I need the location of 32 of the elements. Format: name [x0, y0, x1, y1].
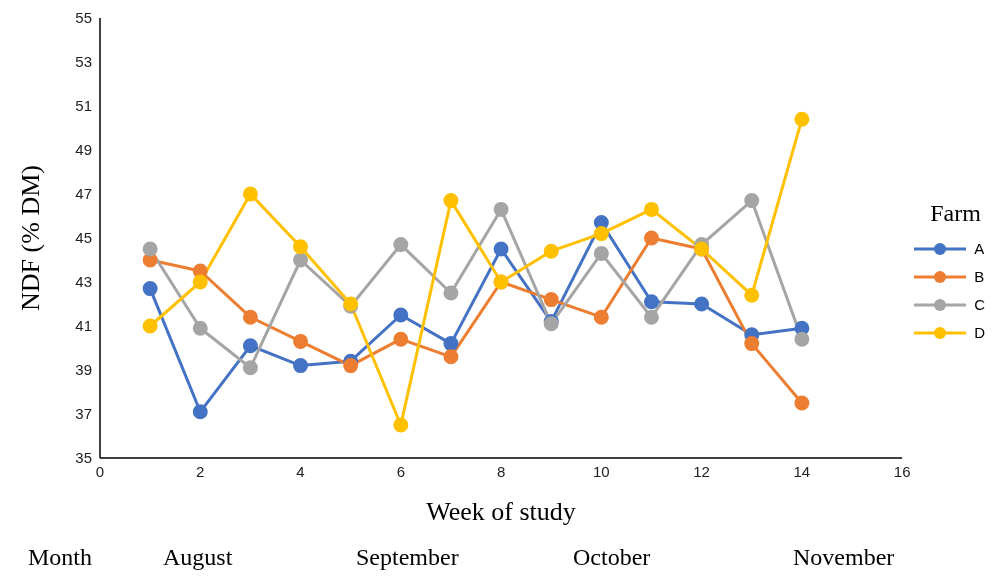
x-tick-label: 0 — [95, 462, 105, 480]
legend-title: Farm — [930, 199, 982, 227]
x-tick-label: 8 — [496, 462, 506, 480]
y-tick-label: 51 — [75, 97, 92, 115]
y-tick-label: 47 — [75, 185, 92, 203]
text: September — [356, 544, 459, 571]
legend-label: D — [974, 324, 985, 341]
y-tick-label: 53 — [75, 53, 92, 71]
legend-label: A — [974, 240, 985, 257]
y-tick-label: 37 — [75, 405, 92, 423]
text: November — [793, 544, 895, 571]
text: August — [163, 544, 233, 571]
x-axis-title: Week of study — [426, 497, 576, 526]
x-tick-label: 2 — [196, 462, 205, 480]
text: Month — [28, 544, 93, 571]
y-tick-label: 41 — [75, 317, 92, 335]
x-tick-label: 4 — [296, 462, 305, 480]
x-tick-label: 6 — [396, 462, 405, 480]
y-tick-label: 55 — [75, 9, 92, 27]
y-tick-label: 35 — [75, 449, 92, 467]
y-tick-label: 39 — [75, 361, 92, 379]
x-tick-label: 12 — [693, 462, 710, 480]
y-axis-title: NDF (% DM) — [16, 165, 46, 311]
legend-label: B — [974, 268, 985, 285]
y-tick-label: 49 — [75, 141, 92, 159]
x-tick-label: 16 — [893, 462, 911, 480]
text: October — [573, 544, 651, 571]
legend-label: C — [974, 296, 985, 313]
y-tick-label: 45 — [75, 229, 92, 247]
x-tick-label: 10 — [593, 462, 610, 480]
x-tick-label: 14 — [793, 462, 811, 480]
y-tick-label: 43 — [75, 273, 92, 291]
